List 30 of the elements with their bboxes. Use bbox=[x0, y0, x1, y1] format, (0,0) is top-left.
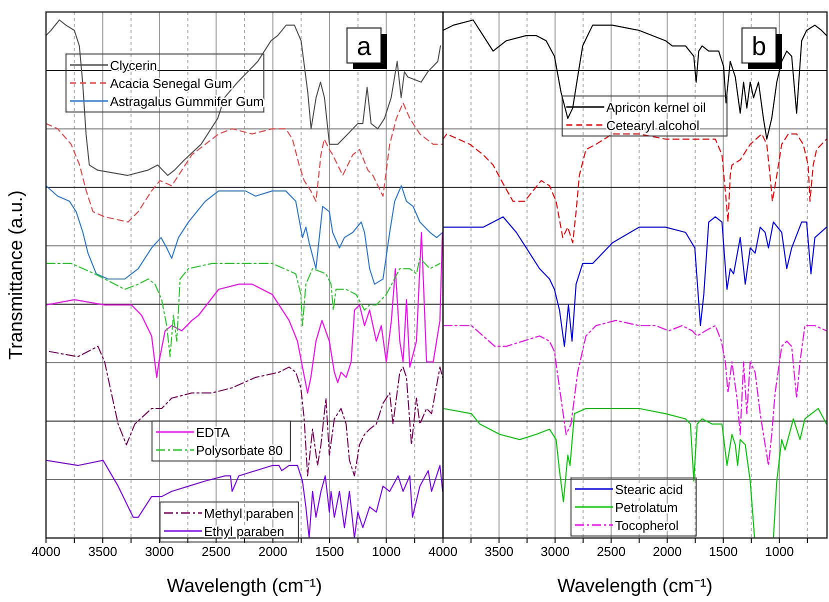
x-tick-label: 1000 bbox=[372, 544, 401, 559]
x-tick-label: 1000 bbox=[764, 544, 794, 559]
legend-label: Polysorbate 80 bbox=[196, 443, 283, 458]
x-tick-label: 2000 bbox=[258, 544, 288, 559]
legend-label: Methyl paraben bbox=[204, 506, 294, 521]
y-axis-title: Transmittance (a.u.) bbox=[6, 190, 27, 360]
legend-label: Acacia Senegal Gum bbox=[110, 76, 232, 91]
x-tick-label: 3500 bbox=[88, 544, 118, 559]
x-tick-label: 3000 bbox=[144, 544, 174, 559]
legend-label: Clycerin bbox=[110, 58, 157, 73]
legend-label: Cetearyl alcohol bbox=[606, 118, 700, 133]
legend-label: Apricon kernel oil bbox=[606, 100, 706, 115]
legend-label: Ethyl paraben bbox=[204, 524, 284, 539]
legend-label: Petrolatum bbox=[615, 500, 678, 515]
x-tick-label: 1500 bbox=[315, 544, 344, 559]
x-tick-label: 2500 bbox=[596, 544, 626, 559]
x-tick-label: 4000 bbox=[32, 544, 60, 559]
x-tick-label: 3000 bbox=[540, 544, 570, 559]
x-tick-label: 2500 bbox=[202, 544, 231, 559]
legend-label: Stearic acid bbox=[615, 482, 683, 497]
x-axis-title: Wavelength (cm⁻¹) bbox=[166, 576, 322, 597]
x-tick-label: 2000 bbox=[652, 544, 682, 559]
x-tick-label: 3500 bbox=[484, 544, 514, 559]
x-tick-label: 4000 bbox=[428, 544, 458, 559]
legend-label: EDTA bbox=[196, 425, 230, 440]
x-axis-title: Wavelength (cm⁻¹) bbox=[557, 576, 713, 597]
legend-label: Tocopherol bbox=[615, 518, 679, 533]
x-tick-label: 1500 bbox=[708, 544, 738, 559]
annotation: a bbox=[356, 31, 372, 61]
annotation: b bbox=[752, 31, 766, 61]
